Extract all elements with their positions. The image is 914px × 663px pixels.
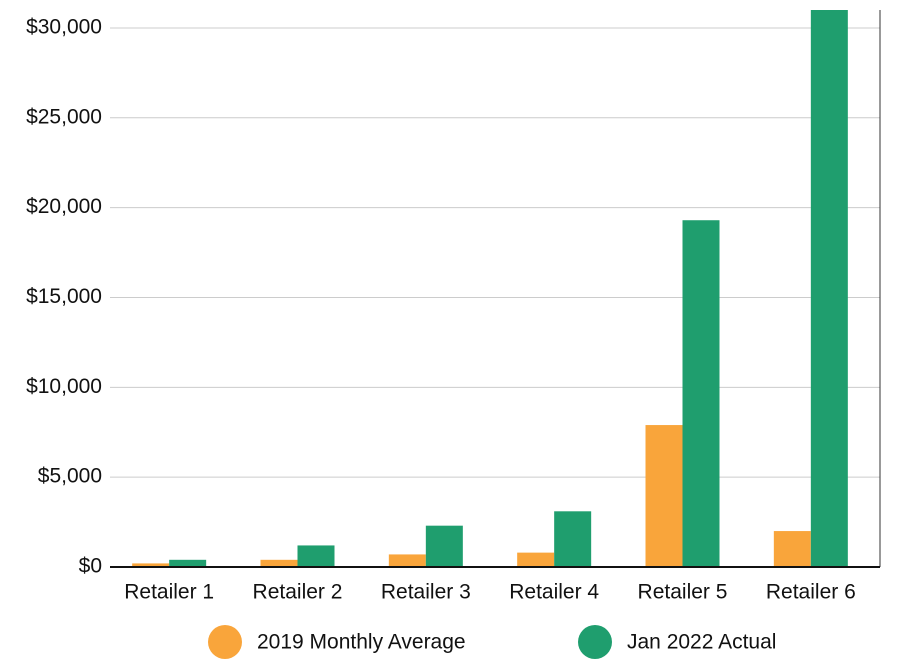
bar <box>682 220 720 567</box>
x-tick-label: Retailer 3 <box>381 581 471 604</box>
bar <box>425 525 463 567</box>
bar <box>517 552 555 567</box>
bar <box>297 545 335 567</box>
legend-label: Jan 2022 Actual <box>627 631 776 654</box>
y-tick-label: $15,000 <box>26 285 102 308</box>
x-tick-label: Retailer 4 <box>509 581 599 604</box>
bar <box>810 10 848 567</box>
legend-label: 2019 Monthly Average <box>257 631 466 654</box>
x-tick-label: Retailer 5 <box>638 581 728 604</box>
bar <box>388 554 426 567</box>
x-tick-label: Retailer 6 <box>766 581 856 604</box>
bar <box>260 559 298 567</box>
bar <box>773 531 811 567</box>
x-tick-label: Retailer 1 <box>124 581 214 604</box>
legend-swatch <box>208 625 242 659</box>
bar <box>169 559 207 567</box>
y-tick-label: $5,000 <box>38 465 102 488</box>
bar <box>554 511 592 567</box>
y-tick-label: $20,000 <box>26 195 102 218</box>
bar <box>645 425 683 567</box>
y-tick-label: $30,000 <box>26 16 102 39</box>
y-tick-label: $25,000 <box>26 105 102 128</box>
y-tick-label: $0 <box>79 555 102 578</box>
legend-swatch <box>578 625 612 659</box>
bar <box>132 563 170 567</box>
x-tick-label: Retailer 2 <box>253 581 343 604</box>
y-tick-label: $10,000 <box>26 375 102 398</box>
